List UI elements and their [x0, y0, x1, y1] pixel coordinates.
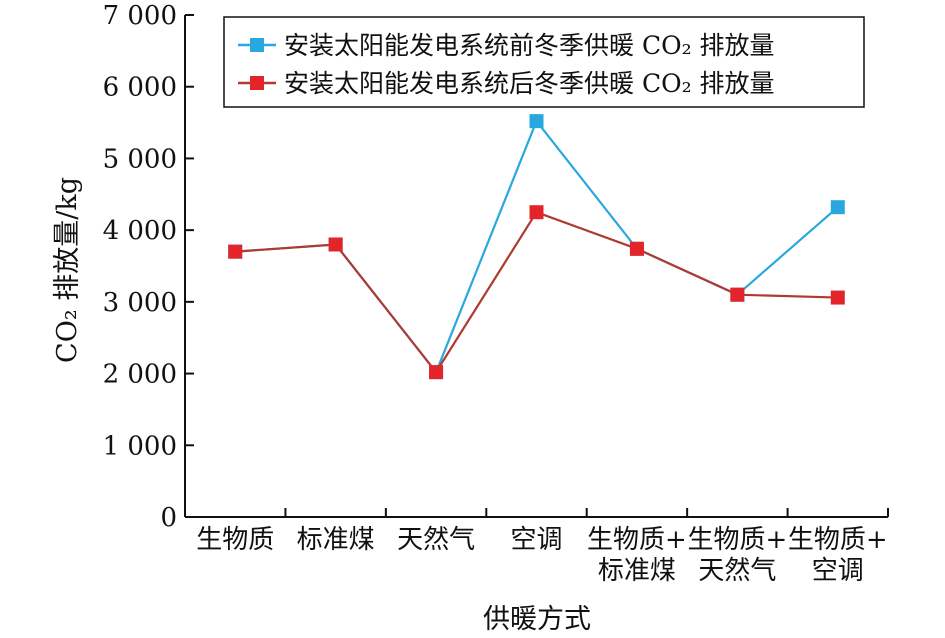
y-axis-title: CO₂ 排放量/kg — [52, 177, 83, 363]
y-tick-label: 7 000 — [103, 1, 177, 31]
data-point — [328, 237, 343, 252]
x-axis-title: 供暖方式 — [483, 604, 591, 635]
data-point — [629, 241, 644, 256]
x-tick-label: 生物质 — [196, 525, 274, 555]
legend-marker — [250, 76, 264, 90]
series-line — [235, 118, 839, 375]
x-tick-label: 生物质+标准煤 — [587, 525, 687, 586]
y-tick-label: 4 000 — [103, 216, 177, 246]
data-point — [529, 114, 544, 129]
y-tick-label: 0 — [160, 503, 177, 533]
x-tick-label: 标准煤 — [297, 525, 375, 555]
series-line — [235, 210, 838, 375]
y-tick-label: 5 000 — [103, 144, 177, 174]
data-point — [529, 205, 544, 220]
x-tick-label: 生物质+空调 — [788, 525, 888, 586]
y-axis-ticks: 0 1 000 2 000 3 000 4 000 5 000 6 000 7 000 — [103, 1, 194, 533]
axes — [184, 15, 888, 518]
data-point — [730, 287, 745, 302]
y-tick-label: 2 000 — [103, 360, 177, 390]
legend-item-2: 安装太阳能发电系统后冬季供暖 CO₂ 排放量 — [238, 69, 775, 98]
y-tick-label: 1 000 — [103, 431, 177, 461]
legend-item-1: 安装太阳能发电系统前冬季供暖 CO₂ 排放量 — [238, 31, 775, 60]
data-point — [830, 200, 845, 215]
series-2 — [228, 205, 845, 380]
legend-marker — [250, 38, 264, 52]
legend-label: 安装太阳能发电系统后冬季供暖 CO₂ 排放量 — [284, 69, 775, 98]
data-point — [228, 244, 243, 259]
y-tick-label: 6 000 — [103, 73, 177, 103]
x-tick-label: 空调 — [510, 525, 562, 555]
data-point — [429, 365, 444, 380]
legend-box — [223, 16, 865, 108]
series-layer — [228, 114, 845, 380]
legend-label: 安装太阳能发电系统前冬季供暖 CO₂ 排放量 — [284, 31, 775, 60]
x-tick-label: 生物质+天然气 — [687, 525, 787, 586]
y-tick-label: 3 000 — [103, 288, 177, 318]
data-point — [830, 290, 845, 305]
x-tick-label: 天然气 — [397, 525, 475, 555]
